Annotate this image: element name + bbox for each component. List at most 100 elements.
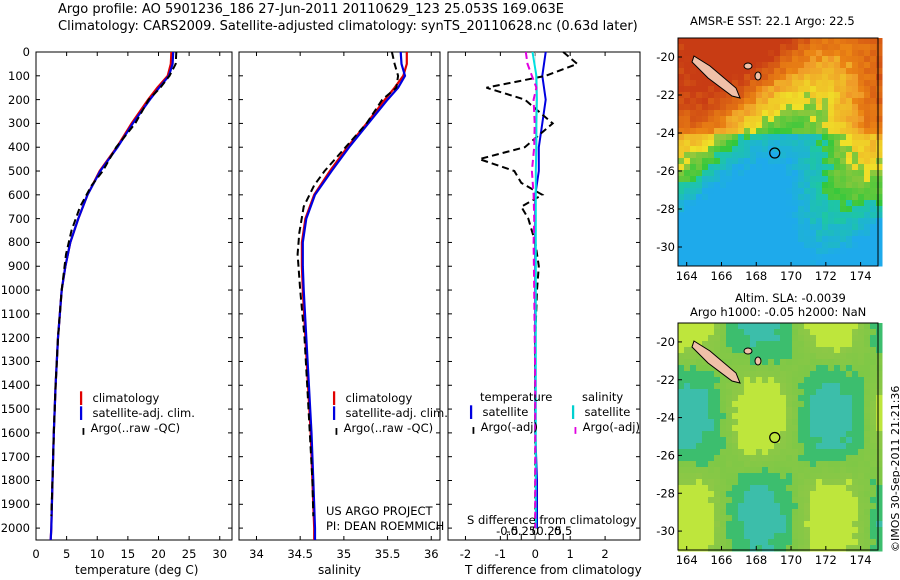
map-cell: [726, 473, 733, 480]
map-cell: [750, 188, 757, 195]
map-cell: [798, 212, 805, 219]
map-cell: [702, 110, 709, 117]
map-cell: [690, 425, 697, 432]
map-cell: [876, 50, 883, 57]
map-cell: [870, 497, 877, 504]
map-cell: [684, 254, 691, 261]
map-cell: [828, 413, 835, 420]
map-cell: [726, 62, 733, 69]
map-cell: [846, 230, 853, 237]
map-cell: [846, 158, 853, 165]
map-cell: [870, 92, 877, 99]
map-cell: [834, 212, 841, 219]
map-cell: [708, 218, 715, 225]
map-cell: [870, 146, 877, 153]
map-cell: [708, 152, 715, 159]
map-cell: [762, 539, 769, 546]
map-cell: [678, 509, 685, 516]
map-cell: [840, 437, 847, 444]
map-cell: [858, 467, 865, 474]
map-cell: [714, 104, 721, 111]
map-cell: [834, 86, 841, 93]
map-cell: [762, 341, 769, 348]
map-cell: [864, 437, 871, 444]
map-cell: [840, 146, 847, 153]
map-cell: [858, 188, 865, 195]
map-cell: [768, 68, 775, 75]
map-cell: [840, 461, 847, 468]
map-cell: [714, 134, 721, 141]
map-cell: [750, 44, 757, 51]
map-cell: [792, 206, 799, 213]
map-cell: [732, 497, 739, 504]
map-cell: [720, 491, 727, 498]
map-cell: [726, 329, 733, 336]
map-cell: [828, 104, 835, 111]
map-cell: [792, 68, 799, 75]
map-cell: [738, 515, 745, 522]
map-cell: [876, 110, 883, 117]
map-cell: [738, 419, 745, 426]
map-cell: [798, 176, 805, 183]
map-cell: [762, 425, 769, 432]
map-cell: [678, 521, 685, 528]
map-cell: [834, 533, 841, 540]
map-cell: [720, 92, 727, 99]
map-cell: [798, 206, 805, 213]
map-cell: [684, 533, 691, 540]
map-cell: [864, 218, 871, 225]
map-cell: [780, 419, 787, 426]
map-cell: [732, 116, 739, 123]
map-cell: [738, 443, 745, 450]
map-cell: [822, 158, 829, 165]
map-cell: [840, 128, 847, 135]
map-cell: [744, 104, 751, 111]
map-cell: [816, 188, 823, 195]
map-cell: [876, 425, 883, 432]
map-cell: [780, 401, 787, 408]
map-cell: [768, 353, 775, 360]
map-y-tick-label: -30: [656, 240, 675, 254]
map-cell: [798, 110, 805, 117]
map-cell: [696, 86, 703, 93]
map-cell: [732, 467, 739, 474]
map-cell: [870, 407, 877, 414]
map-cell: [738, 539, 745, 546]
map-cell: [774, 116, 781, 123]
map-cell: [726, 521, 733, 528]
map-cell: [792, 377, 799, 384]
map-cell: [834, 341, 841, 348]
map-cell: [864, 230, 871, 237]
map-cell: [756, 437, 763, 444]
map-cell: [864, 401, 871, 408]
map-cell: [780, 479, 787, 486]
map-cell: [876, 56, 883, 63]
map-cell: [798, 50, 805, 57]
map-cell: [684, 206, 691, 213]
map-cell: [846, 44, 853, 51]
map-cell: [684, 431, 691, 438]
map-cell: [816, 521, 823, 528]
map-cell: [804, 128, 811, 135]
map-cell: [876, 353, 883, 360]
map-cell: [828, 437, 835, 444]
map-cell: [696, 44, 703, 51]
map-cell: [834, 164, 841, 171]
map-cell: [810, 242, 817, 249]
map-cell: [732, 347, 739, 354]
map-cell: [840, 347, 847, 354]
map-cell: [840, 485, 847, 492]
map-cell: [846, 146, 853, 153]
map-cell: [762, 218, 769, 225]
map-cell: [750, 401, 757, 408]
map-cell: [780, 353, 787, 360]
map-cell: [810, 473, 817, 480]
map-cell: [708, 545, 715, 552]
map-cell: [876, 224, 883, 231]
map-cell: [774, 260, 781, 267]
map-cell: [786, 377, 793, 384]
map-cell: [852, 407, 859, 414]
map-cell: [798, 38, 805, 45]
plot-frame: [238, 51, 441, 541]
map-cell: [744, 182, 751, 189]
